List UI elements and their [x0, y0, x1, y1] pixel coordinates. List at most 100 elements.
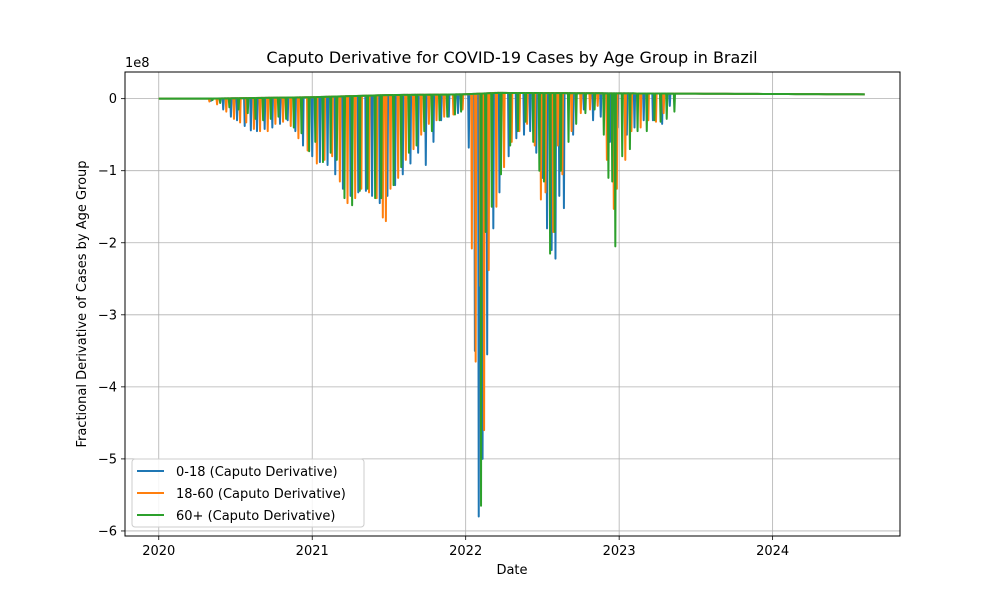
data-point	[236, 119, 238, 121]
data-point	[417, 152, 419, 154]
data-point	[554, 231, 556, 233]
data-point	[287, 119, 289, 121]
data-point	[270, 118, 272, 120]
data-point	[397, 177, 399, 179]
data-point	[655, 121, 657, 123]
data-point	[643, 119, 645, 121]
data-point	[607, 177, 610, 179]
data-point	[222, 108, 224, 111]
data-point	[439, 119, 441, 121]
data-point	[274, 123, 276, 125]
data-point	[600, 116, 602, 118]
data-point	[394, 184, 396, 186]
data-point	[583, 108, 585, 111]
data-point	[440, 119, 442, 121]
data-point	[492, 227, 494, 229]
data-point	[535, 152, 537, 154]
data-point	[603, 134, 605, 136]
data-point	[518, 130, 521, 132]
data-point	[589, 108, 591, 111]
data-point	[264, 128, 266, 130]
data-point	[478, 515, 480, 518]
y-tick-label: −4	[98, 380, 117, 395]
data-point	[219, 102, 221, 104]
data-point	[343, 197, 346, 199]
data-point	[592, 119, 594, 121]
series-line	[158, 91, 865, 507]
data-point	[491, 206, 493, 208]
legend-label-60plus: 60+ (Caputo Derivative)	[176, 509, 335, 524]
data-point	[322, 161, 324, 163]
data-point	[538, 170, 540, 172]
x-tick-label: 2021	[296, 544, 329, 559]
data-point	[508, 155, 510, 157]
data-point	[326, 164, 329, 166]
data-point	[659, 121, 662, 123]
data-point	[254, 118, 257, 120]
data-point	[452, 113, 455, 116]
data-point	[640, 126, 642, 129]
data-point	[666, 118, 668, 120]
data-point	[462, 108, 464, 111]
data-point	[480, 505, 482, 507]
series-60+ (Caputo Derivative)	[158, 91, 865, 507]
data-point	[509, 144, 511, 147]
data-point	[285, 118, 287, 120]
data-point	[636, 130, 639, 132]
data-point	[402, 173, 404, 175]
data-point	[498, 191, 501, 193]
data-point	[425, 164, 427, 166]
data-point	[297, 137, 300, 139]
data-point	[351, 204, 353, 206]
data-point	[331, 155, 333, 157]
data-point	[624, 159, 626, 161]
data-point	[584, 112, 587, 114]
data-point	[277, 116, 280, 118]
data-point	[552, 231, 554, 233]
legend: 0-18 (Caputo Derivative) 18-60 (Caputo D…	[131, 458, 365, 528]
data-point	[346, 202, 349, 204]
data-point	[342, 188, 344, 190]
data-point	[560, 170, 562, 172]
data-point	[271, 126, 273, 129]
data-point	[379, 202, 381, 204]
data-point	[359, 190, 361, 192]
data-point	[534, 144, 536, 147]
data-point	[454, 113, 456, 116]
data-point	[409, 162, 412, 165]
x-tick-label: 2022	[449, 544, 482, 559]
data-point	[423, 130, 425, 132]
data-point	[606, 159, 608, 161]
data-point	[457, 112, 459, 114]
data-point	[572, 134, 574, 136]
series-layer	[158, 91, 865, 518]
data-point	[330, 152, 332, 154]
data-point	[405, 159, 407, 161]
data-point	[515, 137, 517, 139]
data-point	[431, 130, 433, 132]
data-point	[561, 173, 563, 175]
data-point	[549, 252, 551, 255]
legend-label-18-60: 18-60 (Caputo Derivative)	[176, 487, 346, 502]
data-point	[308, 150, 310, 152]
data-point	[517, 130, 519, 132]
data-point	[448, 116, 450, 118]
data-point	[486, 353, 488, 356]
data-point	[300, 132, 303, 134]
data-point	[446, 116, 448, 118]
data-point	[382, 216, 384, 219]
data-point	[316, 162, 318, 165]
data-point	[336, 159, 338, 161]
data-point	[460, 111, 462, 113]
data-point	[483, 429, 485, 431]
data-point	[282, 121, 284, 123]
y-tick-label: −1	[98, 164, 117, 179]
data-point	[253, 128, 255, 130]
legend-box	[131, 458, 365, 528]
data-point	[544, 191, 547, 193]
data-point	[647, 119, 649, 121]
data-point	[349, 195, 352, 197]
data-point	[646, 130, 648, 132]
x-tick-label: 2020	[142, 544, 175, 559]
